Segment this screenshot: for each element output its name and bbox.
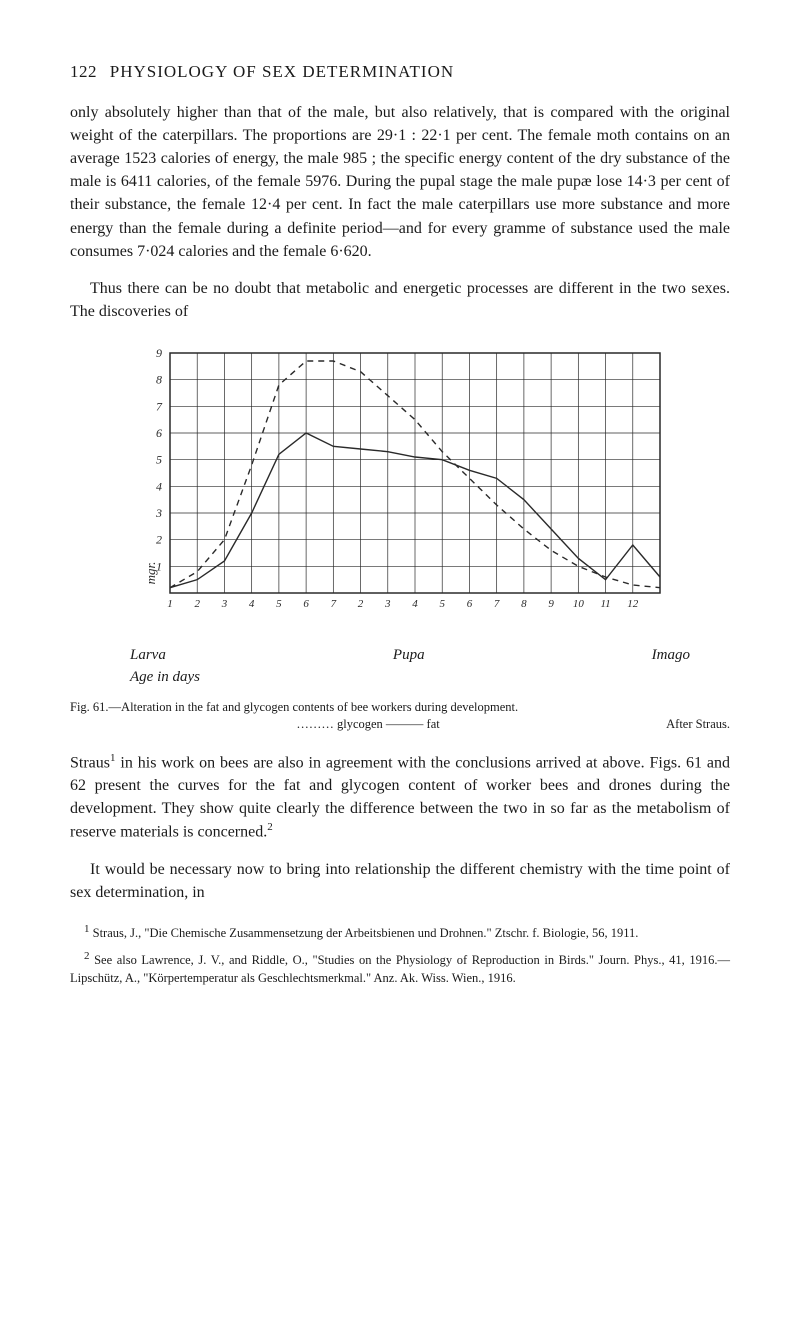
- svg-text:2: 2: [156, 533, 162, 547]
- figure-caption: Fig. 61.—Alteration in the fat and glyco…: [70, 699, 730, 733]
- chart-label-pupa: Pupa: [393, 645, 425, 667]
- svg-text:mgr.: mgr.: [143, 562, 158, 585]
- chart-figure-61: 123456789123456723456789101112mgr. Larva…: [70, 343, 730, 689]
- figure-caption-legend: ……… glycogen ——— fat: [296, 717, 439, 731]
- svg-text:4: 4: [249, 598, 255, 610]
- svg-text:3: 3: [221, 598, 228, 610]
- footnotes: 1 Straus, J., "Die Chemische Zusammenset…: [70, 922, 730, 987]
- svg-text:4: 4: [156, 480, 162, 494]
- svg-text:3: 3: [384, 598, 391, 610]
- svg-text:11: 11: [600, 598, 610, 610]
- svg-text:10: 10: [573, 598, 585, 610]
- chart-x-axis-labels: Larva Pupa Imago: [130, 645, 690, 667]
- chart-label-age: Age in days: [130, 667, 730, 689]
- svg-text:7: 7: [331, 598, 337, 610]
- footnote-2: 2 See also Lawrence, J. V., and Riddle, …: [70, 949, 730, 987]
- svg-text:9: 9: [548, 598, 554, 610]
- svg-text:12: 12: [627, 598, 639, 610]
- footnote-1-text: Straus, J., "Die Chemische Zusammensetzu…: [90, 927, 639, 941]
- paragraph-2: Thus there can be no doubt that metaboli…: [70, 277, 730, 323]
- svg-text:8: 8: [156, 373, 162, 387]
- chart-svg: 123456789123456723456789101112mgr.: [120, 343, 680, 643]
- chart-label-imago: Imago: [652, 645, 690, 667]
- header-title: PHYSIOLOGY OF SEX DETERMINATION: [110, 62, 454, 81]
- svg-text:2: 2: [358, 598, 364, 610]
- svg-text:6: 6: [156, 426, 162, 440]
- paragraph-3: Straus1 in his work on bees are also in …: [70, 751, 730, 844]
- figure-caption-main: Fig. 61.—Alteration in the fat and glyco…: [70, 700, 518, 714]
- para3-post: in his work on bees are also in agreemen…: [70, 754, 730, 841]
- svg-text:4: 4: [412, 598, 418, 610]
- svg-text:5: 5: [276, 598, 282, 610]
- footnote-2-text: See also Lawrence, J. V., and Riddle, O.…: [70, 953, 730, 985]
- paragraph-4: It would be necessary now to bring into …: [70, 858, 730, 904]
- svg-text:7: 7: [494, 598, 500, 610]
- svg-text:6: 6: [303, 598, 309, 610]
- svg-text:8: 8: [521, 598, 527, 610]
- footnote-1: 1 Straus, J., "Die Chemische Zusammenset…: [70, 922, 730, 943]
- page-header: 122 PHYSIOLOGY OF SEX DETERMINATION: [70, 60, 730, 85]
- svg-text:5: 5: [156, 453, 162, 467]
- svg-text:2: 2: [194, 598, 200, 610]
- page-number: 122: [70, 62, 97, 81]
- svg-text:6: 6: [467, 598, 473, 610]
- para3-pre: Straus: [70, 754, 110, 771]
- svg-text:1: 1: [167, 598, 173, 610]
- chart-label-larva: Larva: [130, 645, 166, 667]
- paragraph-1: only absolutely higher than that of the …: [70, 101, 730, 263]
- figure-caption-attribution: After Straus.: [666, 716, 730, 733]
- svg-text:5: 5: [439, 598, 445, 610]
- svg-text:9: 9: [156, 346, 162, 360]
- footnote-ref-2: 2: [267, 821, 273, 833]
- svg-text:7: 7: [156, 400, 163, 414]
- svg-text:3: 3: [155, 506, 162, 520]
